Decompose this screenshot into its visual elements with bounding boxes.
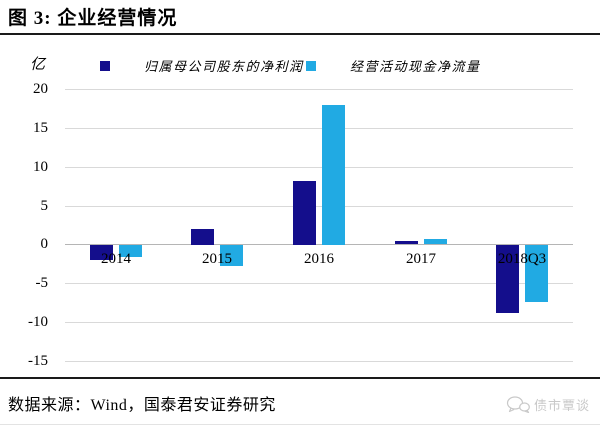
y-tick-label: 15: [33, 120, 48, 136]
y-tick-label: -15: [28, 353, 48, 369]
chat-bubbles-icon: [506, 396, 530, 413]
bottom-border: [0, 424, 600, 425]
bar-cash-flow-2014: [119, 245, 142, 257]
gridline: [65, 361, 573, 362]
gridline: [65, 167, 573, 168]
bar-net-profit-2015: [191, 229, 214, 245]
x-tick-label: 2017: [406, 251, 436, 267]
bar-net-profit-2016: [293, 181, 316, 245]
x-axis-zero-line: [65, 244, 573, 245]
bar-net-profit-2018Q3: [496, 245, 519, 313]
gridline: [65, 89, 573, 90]
y-tick-label: 10: [33, 159, 48, 175]
x-tick-label: 2018Q3: [497, 251, 547, 267]
gridline: [65, 128, 573, 129]
y-tick-label: 5: [40, 198, 49, 214]
watermark-text: 债市覃谈: [533, 398, 590, 413]
cash-flow-swatch-icon: [306, 60, 316, 71]
y-tick-label: -10: [28, 314, 48, 330]
source-text: 数据来源：Wind，国泰君安证券研究: [8, 397, 276, 414]
bar-cash-flow-2015: [220, 245, 243, 266]
x-tick-label: 2015: [202, 251, 232, 267]
gridline: [65, 206, 573, 207]
bar-cash-flow-2018Q3: [525, 245, 548, 302]
y-tick-label: 0: [40, 236, 49, 252]
bar-net-profit-2017: [395, 241, 418, 244]
y-axis-unit-label: 亿: [30, 57, 46, 73]
bar-cash-flow-2016: [322, 105, 345, 245]
gridline: [65, 283, 573, 284]
chart-legend: 归属母公司股东的净利润 经营活动现金净流量: [0, 56, 600, 74]
x-tick-label: 2016: [304, 251, 334, 267]
gridline: [65, 322, 573, 323]
bar-cash-flow-2017: [424, 239, 447, 244]
net-profit-swatch-icon: [100, 60, 110, 71]
watermark: 债市覃谈: [506, 395, 590, 414]
footer-divider: [0, 377, 600, 379]
bar-net-profit-2014: [90, 245, 113, 260]
legend-label-cash-flow: 经营活动现金净流量: [350, 59, 481, 74]
page-title: 图 3: 企业经营情况: [8, 8, 178, 29]
legend-item-net-profit: 归属母公司股东的净利润: [100, 56, 304, 75]
x-tick-label: 2014: [101, 251, 131, 267]
y-tick-label: 20: [33, 81, 48, 97]
legend-label-net-profit: 归属母公司股东的净利润: [144, 59, 304, 74]
legend-item-cash-flow: 经营活动现金净流量: [306, 56, 481, 75]
y-tick-label: -5: [35, 275, 49, 291]
title-underline: [0, 33, 600, 35]
